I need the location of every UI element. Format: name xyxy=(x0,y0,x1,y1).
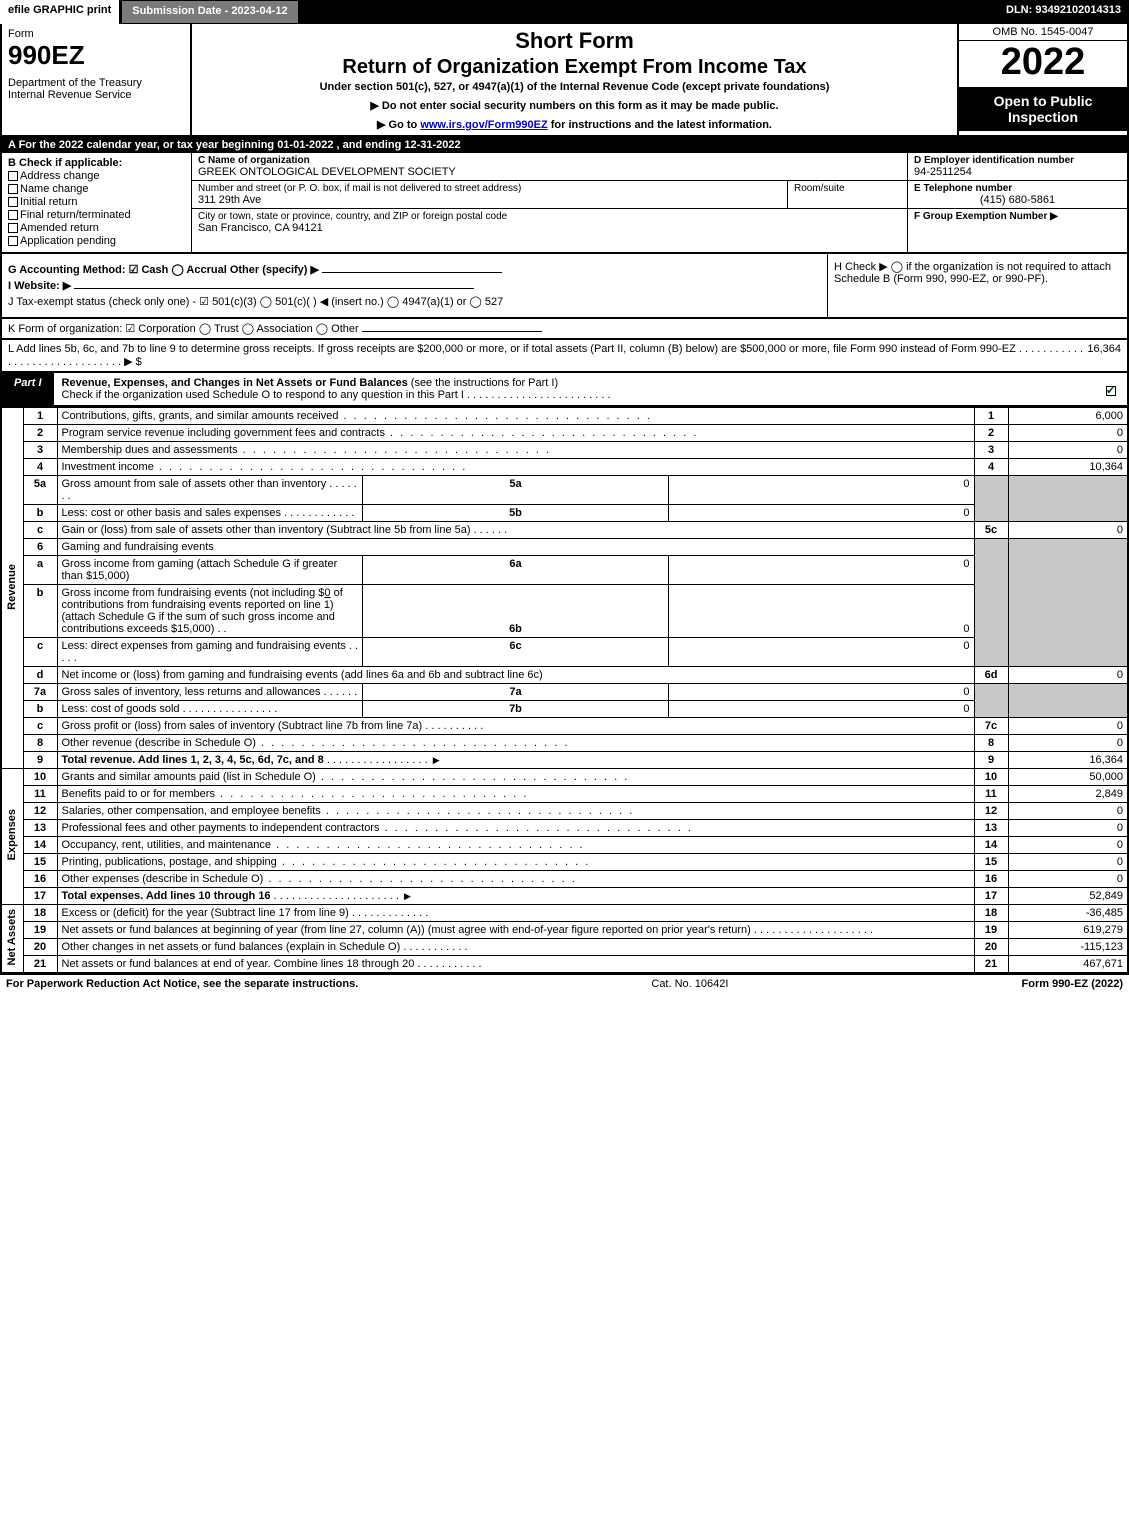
row-7c: cGross profit or (loss) from sales of in… xyxy=(1,718,1128,735)
dln-label: DLN: 93492102014313 xyxy=(998,0,1129,24)
part-I-header: Part I Revenue, Expenses, and Changes in… xyxy=(0,373,1129,407)
part-I-table: Revenue 1Contributions, gifts, grants, a… xyxy=(0,407,1129,974)
form-title: Return of Organization Exempt From Incom… xyxy=(200,56,949,79)
omb-number: OMB No. 1545-0047 xyxy=(959,24,1127,41)
row-6a: aGross income from gaming (attach Schedu… xyxy=(1,556,1128,585)
chk-initial-return[interactable]: Initial return xyxy=(8,196,185,208)
block-BCD: B Check if applicable: Address change Na… xyxy=(0,153,1129,254)
row-12: 12Salaries, other compensation, and empl… xyxy=(1,803,1128,820)
department-label: Department of the Treasury Internal Reve… xyxy=(8,77,184,101)
page-footer: For Paperwork Reduction Act Notice, see … xyxy=(0,974,1129,993)
L-text: L Add lines 5b, 6c, and 7b to line 9 to … xyxy=(8,343,1087,368)
submission-date-button[interactable]: Submission Date - 2023-04-12 xyxy=(121,0,298,24)
part-I-tag: Part I xyxy=(2,373,54,405)
revenue-side-label: Revenue xyxy=(1,408,23,769)
form-number: 990EZ xyxy=(8,40,184,71)
line-K: K Form of organization: ☑ Corporation ◯ … xyxy=(0,319,1129,340)
row-19: 19Net assets or fund balances at beginni… xyxy=(1,922,1128,939)
row-11: 11Benefits paid to or for members112,849 xyxy=(1,786,1128,803)
form-subtitle: Under section 501(c), 527, or 4947(a)(1)… xyxy=(200,81,949,93)
tel-label: E Telephone number xyxy=(914,183,1121,194)
footer-cat: Cat. No. 10642I xyxy=(651,978,728,990)
goto-note: ▶ Go to www.irs.gov/Form990EZ for instru… xyxy=(200,118,949,131)
line-I: I Website: ▶ xyxy=(8,279,821,292)
chk-application-pending[interactable]: Application pending xyxy=(8,235,185,247)
chk-address-change[interactable]: Address change xyxy=(8,170,185,182)
irs-link[interactable]: www.irs.gov/Form990EZ xyxy=(420,119,547,131)
row-6b: bGross income from fundraising events (n… xyxy=(1,585,1128,638)
block-GHIJ: G Accounting Method: ☑ Cash ◯ Accrual Ot… xyxy=(0,254,1129,319)
chk-amended-return[interactable]: Amended return xyxy=(8,222,185,234)
row-17: 17Total expenses. Add lines 10 through 1… xyxy=(1,888,1128,905)
row-20: 20Other changes in net assets or fund ba… xyxy=(1,939,1128,956)
tax-year: 2022 xyxy=(959,41,1127,87)
row-7a: 7aGross sales of inventory, less returns… xyxy=(1,684,1128,701)
row-16: 16Other expenses (describe in Schedule O… xyxy=(1,871,1128,888)
line-J: J Tax-exempt status (check only one) - ☑… xyxy=(8,295,821,308)
row-5c: cGain or (loss) from sale of assets othe… xyxy=(1,522,1128,539)
open-to-public: Open to Public Inspection xyxy=(959,87,1127,131)
short-form-title: Short Form xyxy=(200,28,949,54)
netassets-side-label: Net Assets xyxy=(1,905,23,974)
goto-suffix: for instructions and the latest informat… xyxy=(548,119,772,131)
section-DEF: D Employer identification number 94-2511… xyxy=(907,153,1127,252)
row-5b: bLess: cost or other basis and sales exp… xyxy=(1,505,1128,522)
tel-value: (415) 680-5861 xyxy=(914,194,1121,206)
footer-right: Form 990-EZ (2022) xyxy=(1022,978,1123,990)
row-2: 2Program service revenue including gover… xyxy=(1,425,1128,442)
org-name: GREEK ONTOLOGICAL DEVELOPMENT SOCIETY xyxy=(198,166,901,178)
street-value: 311 29th Ave xyxy=(198,194,781,206)
part-I-check: Check if the organization used Schedule … xyxy=(62,389,464,401)
row-9: 9Total revenue. Add lines 1, 2, 3, 4, 5c… xyxy=(1,752,1128,769)
section-B: B Check if applicable: Address change Na… xyxy=(2,153,192,252)
row-6c: cLess: direct expenses from gaming and f… xyxy=(1,638,1128,667)
footer-left: For Paperwork Reduction Act Notice, see … xyxy=(6,978,358,990)
row-18: Net Assets 18Excess or (deficit) for the… xyxy=(1,905,1128,922)
ein-value: 94-2511254 xyxy=(914,166,1121,178)
ein-label: D Employer identification number xyxy=(914,155,1121,166)
row-13: 13Professional fees and other payments t… xyxy=(1,820,1128,837)
row-21: 21Net assets or fund balances at end of … xyxy=(1,956,1128,974)
street-label: Number and street (or P. O. box, if mail… xyxy=(198,183,781,194)
form-label: Form xyxy=(8,28,184,40)
B-header: B Check if applicable: xyxy=(8,157,185,169)
row-4: 4Investment income410,364 xyxy=(1,459,1128,476)
section-C: C Name of organization GREEK ONTOLOGICAL… xyxy=(192,153,907,252)
city-label: City or town, state or province, country… xyxy=(198,211,901,222)
row-3: 3Membership dues and assessments30 xyxy=(1,442,1128,459)
group-label: F Group Exemption Number ▶ xyxy=(914,211,1121,222)
line-A: A For the 2022 calendar year, or tax yea… xyxy=(0,137,1129,153)
row-8: 8Other revenue (describe in Schedule O)8… xyxy=(1,735,1128,752)
ssn-warning: ▶ Do not enter social security numbers o… xyxy=(200,99,949,112)
form-header: Form 990EZ Department of the Treasury In… xyxy=(0,24,1129,137)
chk-name-change[interactable]: Name change xyxy=(8,183,185,195)
part-I-checkbox[interactable] xyxy=(1097,373,1127,405)
goto-prefix: ▶ Go to xyxy=(377,119,420,131)
line-L: L Add lines 5b, 6c, and 7b to line 9 to … xyxy=(0,340,1129,373)
row-6: 6Gaming and fundraising events xyxy=(1,539,1128,556)
L-amount: 16,364 xyxy=(1087,343,1121,368)
part-I-title: Revenue, Expenses, and Changes in Net As… xyxy=(62,377,408,389)
row-6d: dNet income or (loss) from gaming and fu… xyxy=(1,667,1128,684)
row-10: Expenses 10Grants and similar amounts pa… xyxy=(1,769,1128,786)
part-I-sub: (see the instructions for Part I) xyxy=(408,377,558,389)
line-H: H Check ▶ ◯ if the organization is not r… xyxy=(827,254,1127,317)
row-14: 14Occupancy, rent, utilities, and mainte… xyxy=(1,837,1128,854)
top-bar: efile GRAPHIC print Submission Date - 20… xyxy=(0,0,1129,24)
org-name-label: C Name of organization xyxy=(198,155,901,166)
row-7b: bLess: cost of goods sold . . . . . . . … xyxy=(1,701,1128,718)
row-5a: 5aGross amount from sale of assets other… xyxy=(1,476,1128,505)
row-15: 15Printing, publications, postage, and s… xyxy=(1,854,1128,871)
efile-print-button[interactable]: efile GRAPHIC print xyxy=(0,0,121,24)
row-1: Revenue 1Contributions, gifts, grants, a… xyxy=(1,408,1128,425)
suite-label: Room/suite xyxy=(787,181,907,208)
city-value: San Francisco, CA 94121 xyxy=(198,222,901,234)
expenses-side-label: Expenses xyxy=(1,769,23,905)
line-G: G Accounting Method: ☑ Cash ◯ Accrual Ot… xyxy=(8,263,821,276)
chk-final-return[interactable]: Final return/terminated xyxy=(8,209,185,221)
